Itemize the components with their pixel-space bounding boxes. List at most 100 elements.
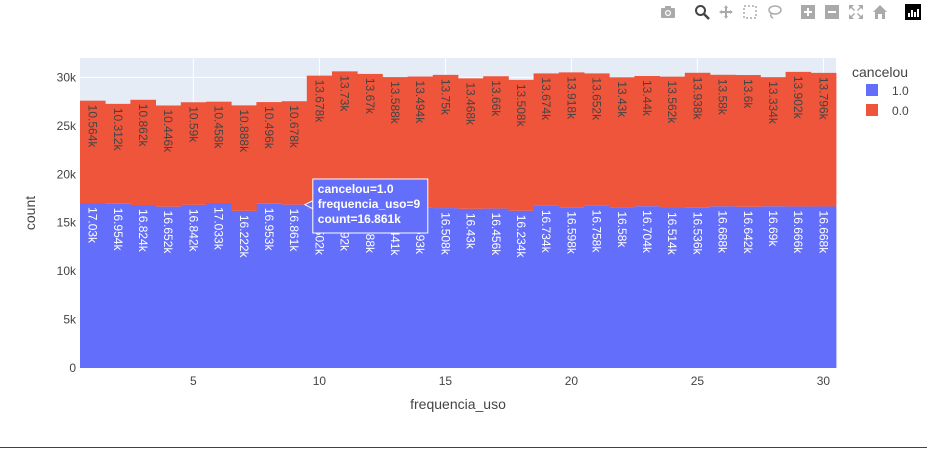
bars[interactable]: [80, 71, 837, 368]
bar-cancelou-1[interactable]: [281, 204, 308, 368]
bar-cancelou-0[interactable]: [558, 72, 585, 208]
legend-swatch[interactable]: [866, 84, 878, 96]
bar-cancelou-1[interactable]: [306, 208, 333, 368]
bar-cancelou-1[interactable]: [735, 206, 761, 368]
bar-value-label: 13.678k: [312, 80, 326, 124]
bar-cancelou-1[interactable]: [785, 206, 812, 368]
bar-cancelou-0[interactable]: [155, 105, 182, 207]
bar-value-label: 13.562k: [665, 81, 679, 125]
legend-item-label[interactable]: 1.0: [892, 84, 909, 98]
bar-cancelou-0[interactable]: [533, 73, 560, 206]
bar-cancelou-1[interactable]: [609, 207, 635, 368]
bar-cancelou-1[interactable]: [432, 208, 459, 368]
bar-cancelou-0[interactable]: [710, 74, 736, 207]
bar-value-label: 16.222k: [237, 215, 251, 259]
bar-value-label: 16.508k: [438, 212, 452, 256]
bar-cancelou-1[interactable]: [558, 207, 585, 368]
y-tick-label: 10k: [57, 264, 77, 278]
bar-value-label: 10.888k: [237, 109, 251, 153]
bar-value-label: 13.67k: [363, 78, 377, 115]
bar-cancelou-1[interactable]: [584, 205, 610, 368]
hover-line: cancelou=1.0: [318, 182, 394, 196]
bar-cancelou-0[interactable]: [80, 100, 106, 204]
bar-cancelou-1[interactable]: [407, 207, 434, 368]
bar-cancelou-0[interactable]: [432, 74, 459, 209]
bar-cancelou-0[interactable]: [810, 72, 837, 207]
bar-value-label: 13.73k: [338, 75, 352, 112]
bar-value-label: 16.456k: [489, 213, 503, 257]
bar-cancelou-0[interactable]: [231, 105, 257, 211]
bar-cancelou-1[interactable]: [105, 203, 131, 368]
zoom-in-icon[interactable]: [799, 3, 817, 21]
bar-cancelou-1[interactable]: [508, 210, 534, 368]
reset-axes-icon[interactable]: [871, 3, 889, 21]
bar-cancelou-1[interactable]: [710, 206, 736, 368]
zoom-icon[interactable]: [693, 3, 711, 21]
x-tick-label: 25: [691, 374, 705, 388]
bar-cancelou-1[interactable]: [180, 204, 207, 368]
bar-cancelou-1[interactable]: [458, 208, 484, 368]
bar-value-label: 13.494k: [413, 81, 427, 125]
hover-line: frequencia_uso=9: [318, 197, 421, 211]
bar-cancelou-0[interactable]: [130, 99, 156, 206]
plotly-logo-icon[interactable]: [905, 4, 921, 20]
bar-value-label: 10.458k: [212, 106, 226, 150]
bar-cancelou-1[interactable]: [130, 205, 156, 368]
bar-cancelou-1[interactable]: [760, 206, 786, 368]
bar-cancelou-0[interactable]: [659, 76, 686, 209]
bar-cancelou-0[interactable]: [180, 102, 207, 205]
bar-cancelou-1[interactable]: [155, 206, 182, 368]
bar-value-label: 16.842k: [186, 209, 200, 253]
bar-value-label: 10.564k: [86, 105, 100, 149]
lasso-select-icon[interactable]: [765, 3, 783, 21]
bar-cancelou-0[interactable]: [684, 72, 711, 208]
bar-cancelou-1[interactable]: [533, 205, 560, 368]
bar-cancelou-1[interactable]: [810, 206, 837, 368]
bar-value-label: 16.69k: [766, 210, 780, 247]
bar-cancelou-1[interactable]: [634, 206, 660, 368]
y-tick-label: 20k: [57, 167, 77, 181]
bar-value-label: 16.704k: [640, 210, 654, 254]
bar-cancelou-0[interactable]: [760, 77, 786, 207]
zoom-out-icon[interactable]: [823, 3, 841, 21]
y-tick-label: 5k: [63, 313, 77, 327]
bar-value-label: 13.652k: [590, 77, 604, 121]
bar-labels: 17.03k 16.954k 16.824k 16.652k 16.842k 17.033…: [86, 75, 831, 258]
legend-item-label[interactable]: 0.0: [892, 104, 909, 118]
bar-value-label: 13.674k: [539, 77, 553, 121]
bar-value-label: 16.514k: [665, 212, 679, 256]
bar-value-label: 17.033k: [212, 207, 226, 251]
bar-cancelou-1[interactable]: [231, 210, 257, 368]
bar-cancelou-1[interactable]: [80, 203, 106, 368]
bar-cancelou-1[interactable]: [206, 202, 232, 368]
bar-cancelou-0[interactable]: [105, 103, 131, 204]
bar-cancelou-0[interactable]: [508, 79, 534, 211]
bar-cancelou-0[interactable]: [458, 78, 484, 209]
bar-cancelou-0[interactable]: [483, 76, 509, 209]
bar-cancelou-1[interactable]: [684, 207, 711, 368]
bar-value-label: 13.43k: [615, 81, 629, 118]
bar-cancelou-0[interactable]: [785, 71, 812, 207]
bar-value-label: 10.678k: [287, 105, 301, 149]
bar-cancelou-0[interactable]: [206, 101, 232, 203]
bar-cancelou-0[interactable]: [609, 77, 635, 208]
bar-cancelou-1[interactable]: [382, 208, 408, 368]
bar-cancelou-1[interactable]: [256, 203, 282, 368]
bar-cancelou-1[interactable]: [483, 208, 509, 368]
bar-value-label: 13.796k: [816, 77, 830, 121]
box-select-icon[interactable]: [741, 3, 759, 21]
camera-icon[interactable]: [659, 3, 677, 21]
pan-icon[interactable]: [717, 3, 735, 21]
bar-cancelou-0[interactable]: [584, 73, 610, 206]
bar-cancelou-0[interactable]: [634, 75, 660, 207]
bar-cancelou-0[interactable]: [281, 101, 308, 205]
legend-swatch[interactable]: [866, 104, 878, 116]
bar-value-label: 16.953k: [262, 208, 276, 252]
bar-value-label: 16.58k: [615, 211, 629, 248]
autoscale-icon[interactable]: [847, 3, 865, 21]
bar-cancelou-0[interactable]: [256, 102, 282, 204]
hover-tooltip: cancelou=1.0frequencia_uso=9count=16.861…: [303, 178, 429, 234]
bar-cancelou-1[interactable]: [659, 208, 686, 368]
bar-value-label: 16.824k: [136, 209, 150, 253]
bar-cancelou-0[interactable]: [735, 75, 761, 207]
